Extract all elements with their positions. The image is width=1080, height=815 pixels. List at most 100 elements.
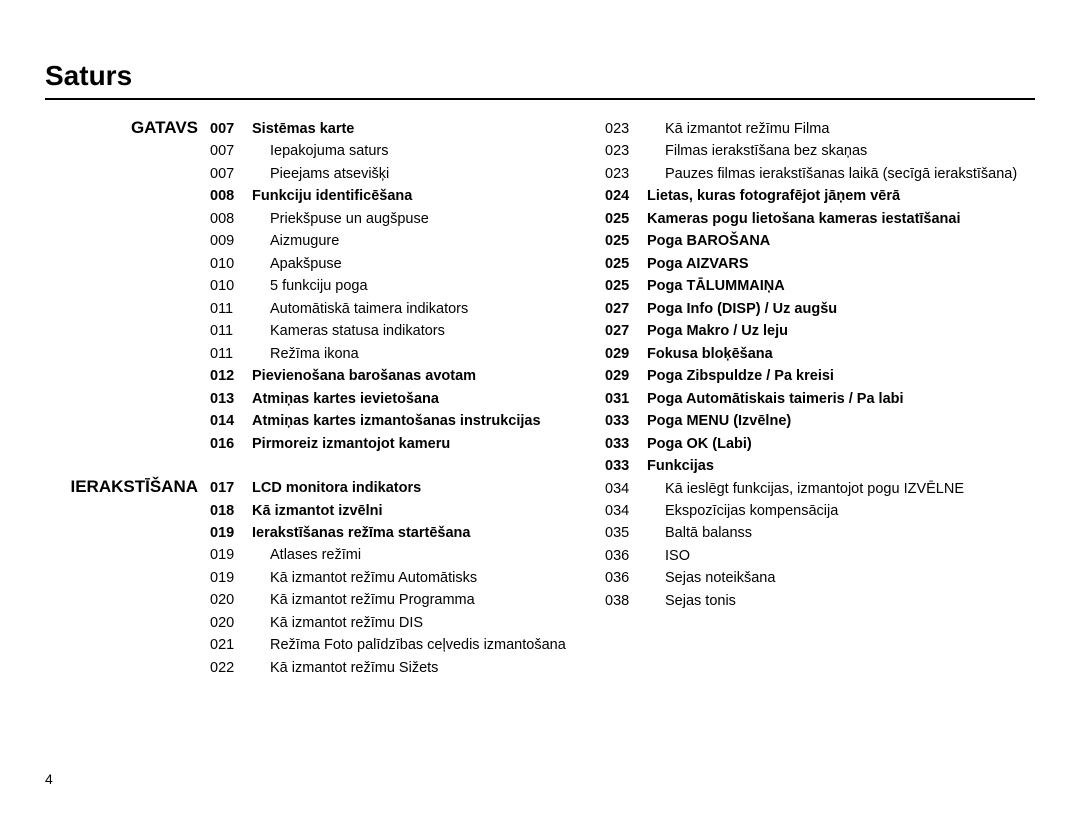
toc-row: 011Automātiskā taimera indikators	[210, 298, 605, 320]
toc-label: Kā izmantot režīmu DIS	[252, 612, 605, 634]
toc-section: GATAVS007Sistēmas karte 007Iepakojuma sat…	[45, 118, 605, 455]
toc-row: 034Ekspozīcijas kompensācija	[605, 500, 1035, 522]
toc-label: Ierakstīšanas režīma startēšana	[252, 522, 605, 544]
toc-page-num: 036	[605, 567, 647, 589]
toc-label: Iepakojuma saturs	[252, 140, 605, 162]
toc-page-num: 021	[210, 634, 252, 656]
toc-row: 008Funkciju identificēšana	[210, 185, 605, 207]
toc-page-num: 009	[210, 230, 252, 252]
toc-label: ISO	[647, 545, 1035, 567]
toc-label: Lietas, kuras fotografējot jāņem vērā	[647, 185, 1035, 207]
toc-row: 009Aizmugure	[210, 230, 605, 252]
toc-label: Fokusa bloķēšana	[647, 343, 1035, 365]
toc-label: Sejas tonis	[647, 590, 1035, 612]
toc-row: 011Kameras statusa indikators	[210, 320, 605, 342]
toc-page-num: 013	[210, 388, 252, 410]
toc-page-num: 024	[605, 185, 647, 207]
toc-page-num: 019	[210, 567, 252, 589]
toc-label: Priekšpuse un augšpuse	[252, 208, 605, 230]
toc-page-num: 007	[210, 163, 252, 185]
toc-page-num: 010	[210, 253, 252, 275]
toc-page-num: 025	[605, 208, 647, 230]
toc-label: Baltā balanss	[647, 522, 1035, 544]
toc-row: 013Atmiņas kartes ievietošana	[210, 388, 605, 410]
toc-label: Kameras statusa indikators	[252, 320, 605, 342]
toc-row: 019Ierakstīšanas režīma startēšana	[210, 522, 605, 544]
toc-label: Kā izmantot režīmu Automātisks	[252, 567, 605, 589]
toc-row: 011Režīma ikona	[210, 343, 605, 365]
toc-page-num: 022	[210, 657, 252, 679]
toc-row: 020Kā izmantot režīmu DIS	[210, 612, 605, 634]
toc-row: 025Poga AIZVARS	[605, 253, 1035, 275]
toc-page-num: 011	[210, 298, 252, 320]
page-number: 4	[45, 771, 53, 787]
section-heading: IERAKSTĪŠANA	[45, 477, 210, 679]
toc-row: 019Atlases režīmi	[210, 544, 605, 566]
toc-label: Pievienošana barošanas avotam	[252, 365, 605, 387]
toc-row: 038Sejas tonis	[605, 590, 1035, 612]
right-column: 023Kā izmantot režīmu Filma023Filmas ier…	[605, 118, 1035, 683]
section-heading: GATAVS	[45, 118, 210, 455]
toc-page-num: 029	[605, 365, 647, 387]
toc-label: Sistēmas karte	[252, 118, 605, 140]
toc-row: 021Režīma Foto palīdzības ceļvedis izman…	[210, 634, 605, 656]
toc-row: 022Kā izmantot režīmu Sižets	[210, 657, 605, 679]
toc-row: 018Kā izmantot izvēlni	[210, 500, 605, 522]
section-items: 017LCD monitora indikators018Kā izmantot…	[210, 477, 605, 679]
toc-row: 029Fokusa bloķēšana	[605, 343, 1035, 365]
toc-label: Režīma ikona	[252, 343, 605, 365]
toc-label: Kā izmantot režīmu Programma	[252, 589, 605, 611]
toc-row: 016Pirmoreiz izmantojot kameru	[210, 433, 605, 455]
page-title: Saturs	[45, 60, 1035, 100]
toc-row: 010Apakšpuse	[210, 253, 605, 275]
toc-page-num: 010	[210, 275, 252, 297]
toc-page-num: 027	[605, 320, 647, 342]
toc-label: Funkcijas	[647, 455, 1035, 477]
toc-page-num: 035	[605, 522, 647, 544]
toc-row: 017LCD monitora indikators	[210, 477, 605, 499]
toc-page-num: 018	[210, 500, 252, 522]
toc-row: 036Sejas noteikšana	[605, 567, 1035, 589]
toc-row: 020Kā izmantot režīmu Programma	[210, 589, 605, 611]
toc-row: 023Pauzes filmas ierakstīšanas laikā (se…	[605, 163, 1035, 185]
toc-page-num: 019	[210, 522, 252, 544]
toc-label: Kameras pogu lietošana kameras iestatīša…	[647, 208, 1035, 230]
toc-page-num: 023	[605, 140, 647, 162]
toc-label: LCD monitora indikators	[252, 477, 605, 499]
toc-page-num: 027	[605, 298, 647, 320]
toc-page-num: 008	[210, 208, 252, 230]
toc-section: IERAKSTĪŠANA017LCD monitora indikators01…	[45, 477, 605, 679]
toc-label: Kā izmantot režīmu Filma	[647, 118, 1035, 140]
toc-row: 007Sistēmas karte	[210, 118, 605, 140]
toc-label: Sejas noteikšana	[647, 567, 1035, 589]
toc-row: 033Poga MENU (Izvēlne)	[605, 410, 1035, 432]
toc-label: Filmas ierakstīšana bez skaņas	[647, 140, 1035, 162]
toc-page-num: 038	[605, 590, 647, 612]
toc-label: Poga MENU (Izvēlne)	[647, 410, 1035, 432]
toc-page-num: 008	[210, 185, 252, 207]
toc-page-num: 025	[605, 275, 647, 297]
toc-page-num: 029	[605, 343, 647, 365]
toc-label: Pauzes filmas ierakstīšanas laikā (secīg…	[647, 163, 1035, 185]
toc-label: Pirmoreiz izmantojot kameru	[252, 433, 605, 455]
toc-page-num: 016	[210, 433, 252, 455]
toc-label: Atlases režīmi	[252, 544, 605, 566]
toc-page-num: 034	[605, 478, 647, 500]
toc-page-num: 020	[210, 589, 252, 611]
toc-label: Kā izmantot režīmu Sižets	[252, 657, 605, 679]
toc-label: Funkciju identificēšana	[252, 185, 605, 207]
toc-page-num: 020	[210, 612, 252, 634]
toc-label: Automātiskā taimera indikators	[252, 298, 605, 320]
toc-row: 033Funkcijas	[605, 455, 1035, 477]
toc-label: Režīma Foto palīdzības ceļvedis izmantoš…	[252, 634, 605, 656]
toc-label: Poga BAROŠANA	[647, 230, 1035, 252]
toc-page-num: 036	[605, 545, 647, 567]
toc-label: Poga Automātiskais taimeris / Pa labi	[647, 388, 1035, 410]
toc-page-num: 011	[210, 320, 252, 342]
toc-row: 033Poga OK (Labi)	[605, 433, 1035, 455]
toc-row: 034Kā ieslēgt funkcijas, izmantojot pogu…	[605, 478, 1035, 500]
toc-label: Pieejams atsevišķi	[252, 163, 605, 185]
toc-label: Poga TĀLUMMAIŅA	[647, 275, 1035, 297]
toc-label: Poga OK (Labi)	[647, 433, 1035, 455]
toc-row: 007Pieejams atsevišķi	[210, 163, 605, 185]
